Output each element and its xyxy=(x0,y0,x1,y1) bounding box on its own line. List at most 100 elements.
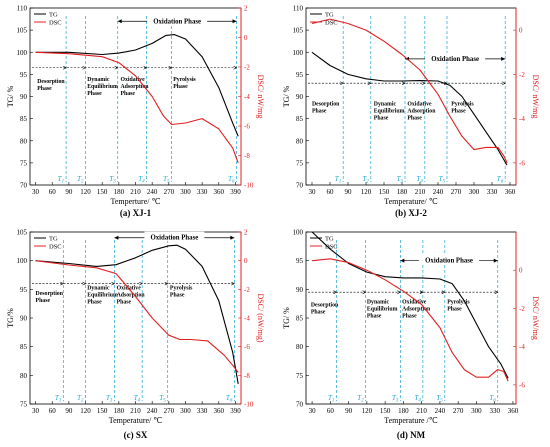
oxidation-phase-label: Oxidation Phase xyxy=(150,235,198,242)
t-label: T4 xyxy=(414,394,421,404)
phase-arrowhead xyxy=(82,281,87,286)
chart-panel-3: 30 60 90 120 150 180 210 240 270 300 330 360 390 75 80… xyxy=(6,229,265,441)
y2-tick-label: -8 xyxy=(244,372,250,380)
x-axis-label: Temperature/ ℃ xyxy=(109,416,163,425)
phase-label: Desorption xyxy=(36,291,64,297)
phase-label: Oxidative xyxy=(121,77,146,83)
y2-tick-label: -4 xyxy=(519,115,525,123)
panel-caption: (c) SX xyxy=(124,430,148,440)
x-tick-label: 150 xyxy=(380,407,391,415)
chart-panel-2: 30 60 90 120 150 180 210 240 270 300 330 360 70 75 80 8… xyxy=(282,5,540,219)
phase-label: Phase xyxy=(121,91,136,97)
x-tick-label: 210 xyxy=(415,188,426,196)
t-label: T5 xyxy=(163,175,170,185)
oxidation-phase-label: Oxidation Phase xyxy=(153,18,201,25)
y-tick-label: 100 xyxy=(17,49,28,57)
legend-label-tg: TG xyxy=(49,236,58,243)
phase-label: Adsorption xyxy=(117,292,146,298)
x-tick-label: 90 xyxy=(345,188,353,196)
legend-label-dsc: DSC xyxy=(325,244,338,251)
phase-label: Desorption xyxy=(312,101,340,107)
y2-tick-label: -6 xyxy=(244,123,250,131)
x-tick-label: 240 xyxy=(433,188,444,196)
x-tick-label: 390 xyxy=(230,188,241,196)
legend-label-tg: TG xyxy=(325,12,334,19)
x-tick-label: 300 xyxy=(469,188,480,196)
oxidation-label-bg xyxy=(144,231,205,241)
x-tick-label: 300 xyxy=(180,407,191,415)
y-tick-label: 105 xyxy=(17,229,28,237)
phase-arrowhead xyxy=(502,81,506,85)
x-tick-label: 60 xyxy=(49,188,57,196)
x-tick-label: 90 xyxy=(345,407,353,415)
t-label: T6 xyxy=(497,175,504,185)
t-label: T2 xyxy=(362,175,369,185)
series-line-dsc xyxy=(35,51,239,164)
x-tick-label: 180 xyxy=(114,188,125,196)
panel-caption: (b) XJ-2 xyxy=(395,208,427,218)
phase-arrowhead xyxy=(114,65,119,70)
y-tick-label: 80 xyxy=(20,372,28,380)
y-tick-label: 85 xyxy=(296,115,304,123)
y-tick-label: 95 xyxy=(296,257,304,265)
phase-label: Phase xyxy=(173,84,188,90)
x-tick-label: 60 xyxy=(327,407,335,415)
oxidation-phase-label: Oxidation Phase xyxy=(431,56,479,63)
phase-label: Dynamic xyxy=(374,101,397,107)
series-line-tg xyxy=(311,51,508,166)
x-tick-label: 210 xyxy=(130,188,141,196)
x-tick-label: 330 xyxy=(489,407,500,415)
x-tick-label: 330 xyxy=(197,188,208,196)
phase-label: Desorption xyxy=(311,303,339,309)
phase-arrowhead xyxy=(401,81,406,85)
y2-tick-label: 2 xyxy=(244,5,248,13)
phase-label: Adsorption xyxy=(121,84,150,90)
y-tick-label: 95 xyxy=(20,286,28,294)
phase-arrowhead xyxy=(362,290,367,294)
legend-label-tg: TG xyxy=(49,12,58,19)
y2-axis-label: DSC/ nW/mg xyxy=(256,75,265,119)
chart-panel-1: 30 60 90 120 150 180 210 240 270 300 330 360 390 70 75… xyxy=(6,5,265,219)
phase-arrowhead xyxy=(139,281,143,286)
y2-tick-label: 0 xyxy=(244,257,248,265)
oxidation-arrowhead-right xyxy=(501,56,506,61)
phase-label: Pyrolysis xyxy=(451,101,474,107)
y2-axis-label: DSC/ nW/mg xyxy=(531,296,540,340)
y2-tick-label: 0 xyxy=(519,267,523,275)
phase-label: Desorption xyxy=(37,79,65,85)
y2-tick-label: 0 xyxy=(519,27,523,35)
x-tick-label: 120 xyxy=(80,188,91,196)
phase-arrowhead xyxy=(441,290,446,294)
x-tick-label: 150 xyxy=(97,188,108,196)
phase-label: Phase xyxy=(407,115,422,121)
x-tick-label: 60 xyxy=(49,407,57,415)
y-tick-label: 80 xyxy=(296,137,304,145)
phase-label: Adsorption xyxy=(407,108,436,114)
y-tick-label: 85 xyxy=(20,343,28,351)
y2-tick-label: 2 xyxy=(244,229,248,237)
y-axis-label: TG/ % xyxy=(6,85,15,107)
t-label: T4 xyxy=(134,394,141,404)
x-tick-label: 300 xyxy=(471,407,482,415)
x-tick-label: 180 xyxy=(397,188,408,196)
y-axis-label: TG/ % xyxy=(282,307,291,329)
phase-label: Phase xyxy=(451,108,466,114)
x-tick-label: 240 xyxy=(435,407,446,415)
phase-arrowhead xyxy=(233,65,238,70)
phase-label: Pyrolysis xyxy=(447,300,470,306)
y-tick-label: 85 xyxy=(296,315,304,323)
y-tick-label: 105 xyxy=(293,27,304,35)
x-tick-label: 240 xyxy=(147,188,158,196)
legend-label-dsc: DSC xyxy=(325,20,338,27)
phase-arrowhead xyxy=(60,281,64,286)
phase-label: Dynamic xyxy=(87,285,110,291)
x-tick-label: 360 xyxy=(214,407,225,415)
x-axis-label: Temperature /℃ xyxy=(384,416,438,425)
y-tick-label: 100 xyxy=(293,229,304,237)
phase-arrowhead xyxy=(419,290,424,294)
oxidation-arrowhead-left xyxy=(114,235,119,240)
y-tick-label: 90 xyxy=(296,286,304,294)
phase-label: Dynamic xyxy=(367,300,390,306)
phase-label: Oxidative xyxy=(402,300,427,306)
